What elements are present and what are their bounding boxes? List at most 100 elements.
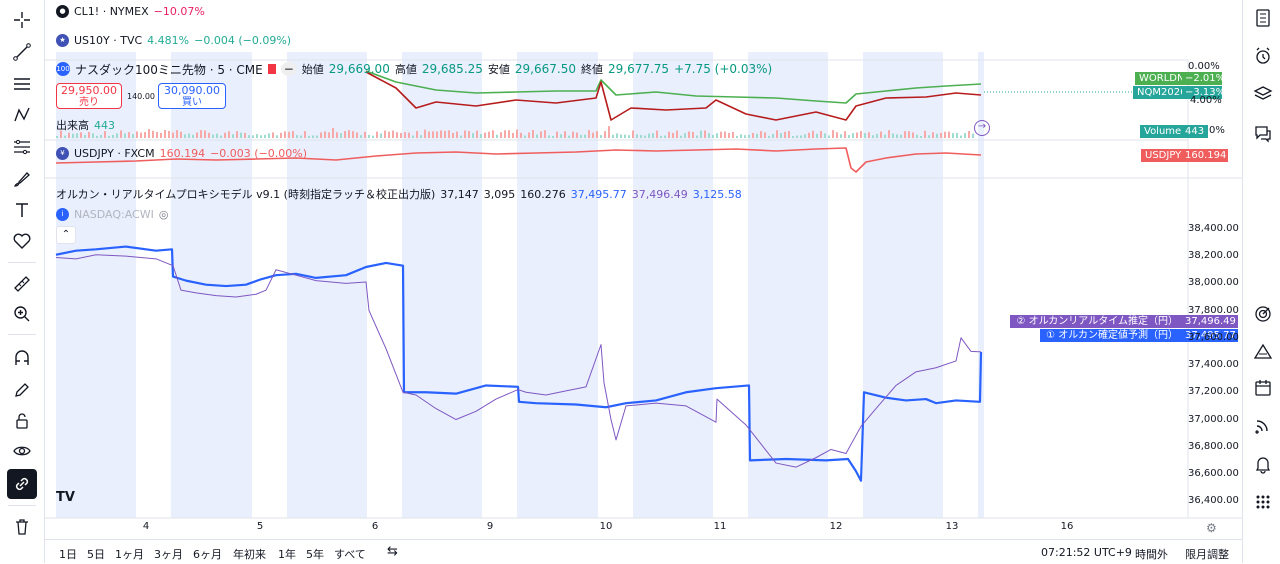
horizontal-lines-icon[interactable] <box>7 69 37 99</box>
legend-volume[interactable]: 出来高 443 <box>56 117 115 133</box>
pattern-icon[interactable] <box>7 100 37 130</box>
eye-hidden-icon[interactable]: ◎ <box>158 207 169 221</box>
volume-value-tag: 443 <box>1182 125 1208 138</box>
legend-usdjpy[interactable]: ¥ USDJPY · FXCM 160.194 −0.003 (−0.00%) <box>56 145 307 161</box>
acwi-label: NASDAQ:ACWI <box>74 207 154 221</box>
volume-bar <box>240 132 242 138</box>
range-3m[interactable]: 3ヶ月 <box>154 548 183 561</box>
trash-icon[interactable] <box>7 512 37 542</box>
lock-icon[interactable] <box>7 406 37 436</box>
clock-time[interactable]: 07:21:52 UTC+9 <box>1041 546 1132 559</box>
layers-icon[interactable] <box>1251 82 1275 106</box>
chart-canvas[interactable] <box>44 0 1242 563</box>
volume-bar <box>244 132 246 138</box>
volume-bar <box>476 130 478 138</box>
volume-bar <box>804 134 806 138</box>
legend-cl[interactable]: ● CL1! · NYMEX −10.07% <box>56 3 205 19</box>
volume-bar <box>708 133 710 138</box>
collapse-legend-button[interactable]: ⌃ <box>56 226 76 244</box>
legend-acwi[interactable]: i NASDAQ:ACWI ◎ <box>56 206 168 222</box>
volume-bar <box>168 130 170 138</box>
crosshair-icon[interactable] <box>7 5 37 35</box>
right-widget-toolbar <box>1242 0 1280 563</box>
sell-button[interactable]: 29,950.00 売り <box>56 83 122 109</box>
volume-bar <box>264 134 266 138</box>
zoom-in-icon[interactable] <box>7 299 37 329</box>
legend-main[interactable]: 100 ナスダック100ミニ先物 · 5 · CME − 始値 29,669.00… <box>56 61 772 77</box>
volume-bar <box>364 131 366 138</box>
pencil-lock-icon[interactable] <box>7 375 37 405</box>
fib-tool-icon[interactable] <box>7 132 37 162</box>
volume-bar <box>376 131 378 138</box>
calendar-icon[interactable] <box>1251 376 1275 400</box>
confirmed-value-tag: 37,495.77 <box>1182 329 1238 342</box>
range-5y[interactable]: 5年 <box>306 548 324 561</box>
link-icon[interactable] <box>7 469 37 499</box>
trend-line-icon[interactable] <box>7 37 37 67</box>
volume-bar <box>76 133 78 138</box>
x-tick-label: 13 <box>945 521 959 532</box>
volume-bar <box>772 133 774 138</box>
volume-bar <box>844 131 846 138</box>
volume-bar <box>316 135 318 138</box>
flag-icon[interactable] <box>267 64 276 74</box>
chat-icon[interactable] <box>1251 121 1275 145</box>
range-1y[interactable]: 1年 <box>278 548 296 561</box>
volume-bar <box>492 130 494 138</box>
volume-bar <box>956 133 958 138</box>
range-1m[interactable]: 1ヶ月 <box>115 548 144 561</box>
us-jp-flag-icon: ¥ <box>56 146 69 160</box>
date-range-calendar-icon[interactable]: ⇆ <box>387 544 398 559</box>
volume-bar <box>664 135 666 138</box>
range-6m[interactable]: 6ヶ月 <box>193 548 222 561</box>
tradingview-logo-icon[interactable]: TV <box>56 490 75 505</box>
range-1d[interactable]: 1日 <box>59 548 77 561</box>
volume-value: 443 <box>94 118 115 132</box>
heart-icon[interactable] <box>7 226 37 256</box>
volume-bar <box>112 134 114 138</box>
minus-collapse-icon[interactable]: − <box>280 62 297 76</box>
settings-gear-icon[interactable]: ⚙ <box>1206 521 1217 535</box>
bell-icon[interactable] <box>1251 452 1275 476</box>
target-icon[interactable] <box>1251 302 1275 326</box>
volume-bar <box>552 135 554 138</box>
volume-bar <box>660 135 662 138</box>
ruler-icon[interactable] <box>7 269 37 299</box>
legend-usdjpy-change: −0.003 (−0.00%) <box>210 146 308 160</box>
range-ytd[interactable]: 年初来 <box>233 548 266 561</box>
volume-bar <box>620 134 622 138</box>
session-status[interactable]: 時間外 <box>1135 548 1168 561</box>
info-icon[interactable]: i <box>56 207 69 221</box>
range-5d[interactable]: 5日 <box>87 548 105 561</box>
volume-bar <box>344 131 346 138</box>
legend-indicator[interactable]: オルカン・リアルタイムプロキシモデル v9.1 (時刻指定ラッチ＆校正出力版) … <box>56 186 742 202</box>
volume-bar <box>768 135 770 138</box>
triangle-icon[interactable] <box>1251 340 1275 364</box>
apps-grid-icon[interactable] <box>1251 490 1275 514</box>
volume-bar <box>172 132 174 138</box>
volume-bar <box>312 135 314 138</box>
volume-bar <box>284 131 286 138</box>
volume-bar <box>792 135 794 138</box>
legend-us10y[interactable]: ★ US10Y · TVC 4.481% −0.004 (−0.09%) <box>56 32 291 48</box>
broadcast-icon[interactable] <box>1251 413 1275 437</box>
brush-icon[interactable] <box>7 164 37 194</box>
usdjpy-name-tag: USDJPY <box>1141 149 1182 162</box>
watchlist-icon[interactable] <box>1251 6 1275 30</box>
volume-bar <box>192 134 194 138</box>
x-tick-label: 10 <box>599 521 613 532</box>
text-tool-icon[interactable] <box>7 195 37 225</box>
magnet-icon[interactable] <box>7 343 37 373</box>
volume-bar <box>484 132 486 138</box>
buy-button[interactable]: 30,090.00 買い <box>158 83 226 109</box>
volume-bar <box>160 132 162 138</box>
range-all[interactable]: すべて <box>334 548 366 561</box>
volume-bar <box>648 133 650 138</box>
volume-bar <box>352 131 354 138</box>
scroll-to-realtime-icon[interactable]: → <box>974 120 990 136</box>
volume-bar <box>208 132 210 138</box>
volume-bar <box>632 130 634 138</box>
alarm-clock-icon[interactable] <box>1251 44 1275 68</box>
eye-icon[interactable] <box>7 436 37 466</box>
contract-adjust[interactable]: 限月調整 <box>1185 548 1229 561</box>
